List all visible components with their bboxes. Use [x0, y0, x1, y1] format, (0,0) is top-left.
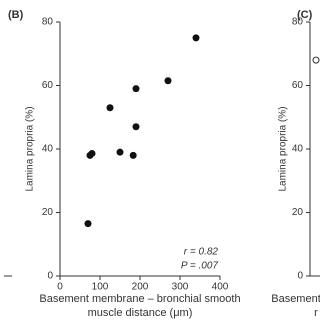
data-point	[84, 220, 92, 228]
x-axis-label: r	[314, 307, 318, 319]
y-tick-label: 80	[292, 17, 304, 28]
x-tick-label: 400	[212, 282, 229, 293]
annotation: P = .007	[181, 261, 219, 272]
panel-label: (C)	[297, 9, 313, 21]
x-axis-label: muscle distance (μm)	[88, 307, 193, 319]
x-axis-label: Basement membrane – bronchial smooth	[39, 293, 240, 305]
data-point	[312, 56, 320, 64]
panel-label: (B)	[8, 9, 24, 21]
y-tick-label: 40	[42, 144, 54, 155]
y-tick-label: 40	[292, 144, 304, 155]
y-tick-label: 0	[47, 271, 53, 282]
data-point	[164, 77, 172, 85]
data-point	[132, 123, 140, 131]
y-tick-label: 60	[42, 80, 54, 91]
data-point	[129, 151, 137, 159]
y-tick-label: 0	[297, 271, 303, 282]
x-tick-label: 100	[92, 282, 109, 293]
x-tick-label: 0	[57, 282, 63, 293]
y-tick-label: 60	[292, 80, 304, 91]
y-axis-label: Lamina propria (%)	[25, 106, 36, 191]
x-tick-label: 200	[132, 282, 149, 293]
y-tick-label: 20	[292, 207, 304, 218]
y-axis-label: Lamina propria (%)	[278, 106, 289, 191]
data-point	[106, 104, 114, 112]
y-tick-label: 20	[42, 207, 54, 218]
data-point	[192, 34, 200, 42]
x-tick-label: 300	[172, 282, 189, 293]
data-point	[132, 85, 140, 93]
x-axis-label: Basement	[271, 293, 320, 305]
annotation: r = 0.82	[184, 247, 219, 258]
data-point	[116, 148, 124, 156]
y-tick-label: 80	[42, 17, 54, 28]
data-point	[88, 149, 96, 157]
